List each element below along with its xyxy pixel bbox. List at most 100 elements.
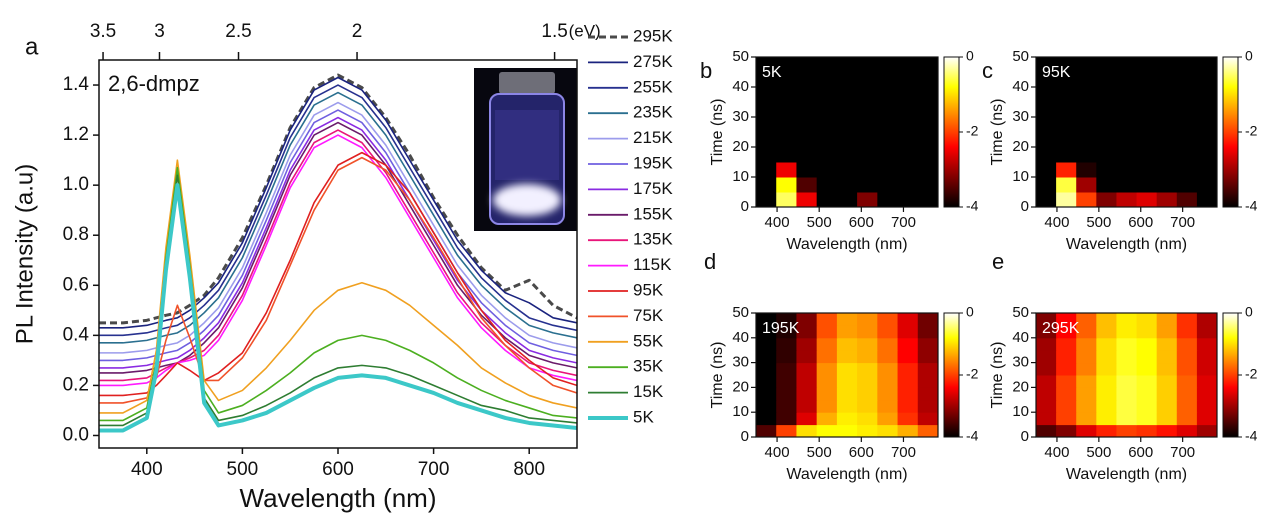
- heatmap-cell: [836, 424, 858, 437]
- heatmap-cell: [836, 72, 858, 88]
- heatmap-cell: [1156, 132, 1178, 148]
- colorbar-tick-label: -4: [966, 428, 979, 444]
- heatmap-cell: [1096, 162, 1117, 178]
- panel-label: a: [25, 33, 39, 60]
- heatmap-cell: [1156, 337, 1178, 351]
- heatmap-cell: [877, 192, 899, 207]
- heatmap-cell: [1116, 424, 1138, 437]
- heatmap-cell: [857, 337, 878, 351]
- heatmap-cell: [796, 350, 818, 364]
- heatmap-cell: [836, 177, 858, 193]
- heatmap-cell: [897, 117, 919, 133]
- heatmap-cell: [857, 192, 878, 207]
- heatmap-cell: [897, 412, 919, 426]
- heatmap-cell: [1076, 412, 1097, 426]
- heatmap-cell: [1176, 117, 1198, 133]
- heatmap-cell: [1036, 57, 1057, 73]
- heatmap-cell: [796, 192, 818, 207]
- heatmap-cell: [796, 132, 818, 148]
- heatmap-cell: [796, 57, 818, 73]
- heatmap-cell: [1176, 387, 1198, 401]
- heatmap-cell: [1096, 102, 1117, 118]
- colorbar-tick-label: -4: [966, 198, 979, 214]
- heatmap-cell: [1116, 72, 1138, 88]
- heatmap-cell: [756, 387, 777, 401]
- y-tick-label: 1.2: [63, 124, 89, 145]
- x-tick-label: 400: [1044, 444, 1069, 461]
- heatmap-cell: [1176, 192, 1198, 207]
- heatmap-cell: [1076, 147, 1097, 163]
- heatmap-cell: [816, 350, 838, 364]
- heatmap-cell: [877, 375, 899, 388]
- heatmap-cell: [1156, 192, 1178, 207]
- heatmap-cell: [857, 72, 878, 88]
- heatmap-cell: [1056, 192, 1077, 207]
- series-line: [99, 73, 577, 325]
- heatmap-cell: [917, 192, 938, 207]
- x2-tick-label: 3.5: [90, 21, 116, 42]
- heatmap-cell: [836, 132, 858, 148]
- heatmap-cell: [1076, 350, 1097, 364]
- heatmap-cell: [877, 325, 899, 339]
- heatmap-cell: [836, 337, 858, 351]
- heatmap-cell: [917, 325, 938, 339]
- heatmap-cell: [917, 162, 938, 178]
- heatmap-cell: [1036, 177, 1057, 193]
- heatmap-cell: [1196, 177, 1217, 193]
- heatmap-cell: [836, 87, 858, 103]
- heatmap-cell: [816, 412, 838, 426]
- heatmap-cell: [1176, 72, 1198, 88]
- heatmap-cell: [776, 424, 797, 437]
- heatmap-cell: [1196, 375, 1217, 388]
- x-tick-label: 600: [1128, 214, 1153, 231]
- series-line: [99, 121, 577, 374]
- x-axis-title: Wavelength (nm): [786, 466, 907, 483]
- heatmap-cell: [857, 424, 878, 437]
- heatmap-cell: [1096, 192, 1117, 207]
- heatmap-cell: [776, 375, 797, 388]
- heatmap-cell: [776, 387, 797, 401]
- heatmap-cell: [1096, 412, 1117, 426]
- y-tick-label: 0.6: [63, 274, 89, 295]
- heatmap-cell: [1056, 102, 1077, 118]
- heatmap-cell: [1136, 162, 1158, 178]
- heatmap-cell: [1076, 162, 1097, 178]
- heatmap-cell: [796, 375, 818, 388]
- legend-label: 135K: [633, 230, 673, 249]
- heatmap-cell: [1136, 117, 1158, 133]
- y-tick-label: 40: [1012, 329, 1029, 346]
- heatmap-cell: [877, 350, 899, 364]
- heatmap-cell: [1096, 350, 1117, 364]
- heatmap-cell: [1116, 412, 1138, 426]
- heatmap-cell: [756, 177, 777, 193]
- plot-frame: [755, 312, 939, 438]
- y-axis-title: Time (ns): [989, 99, 1006, 166]
- heatmap-cell: [857, 412, 878, 426]
- x-tick-label: 600: [322, 459, 354, 480]
- heatmap-cell: [1076, 337, 1097, 351]
- heatmap-cell: [897, 325, 919, 339]
- x-tick-label: 500: [807, 444, 832, 461]
- heatmap-cell: [1136, 362, 1158, 376]
- colorbar-tick-label: -2: [1245, 366, 1258, 382]
- heatmap-cell: [897, 362, 919, 376]
- heatmap-cell: [917, 337, 938, 351]
- heatmap-cell: [1196, 132, 1217, 148]
- heatmap-cell: [1116, 102, 1138, 118]
- heatmap-cell: [756, 362, 777, 376]
- colorbar: [1222, 56, 1239, 208]
- heatmap-cell: [1036, 147, 1057, 163]
- plot-frame: [1035, 312, 1218, 438]
- heatmap-cell: [1196, 313, 1217, 326]
- heatmap-cell: [877, 362, 899, 376]
- y-tick-label: 0.0: [63, 424, 89, 445]
- heatmap-cell: [1196, 362, 1217, 376]
- x-axis-title: Wavelength (nm): [786, 236, 907, 253]
- heatmap-cell: [836, 350, 858, 364]
- heatmap-cell: [1196, 102, 1217, 118]
- x-tick-label: 500: [227, 459, 259, 480]
- series-line: [99, 156, 577, 404]
- heatmap-cell: [1056, 362, 1077, 376]
- y-tick-label: 10: [1012, 168, 1029, 185]
